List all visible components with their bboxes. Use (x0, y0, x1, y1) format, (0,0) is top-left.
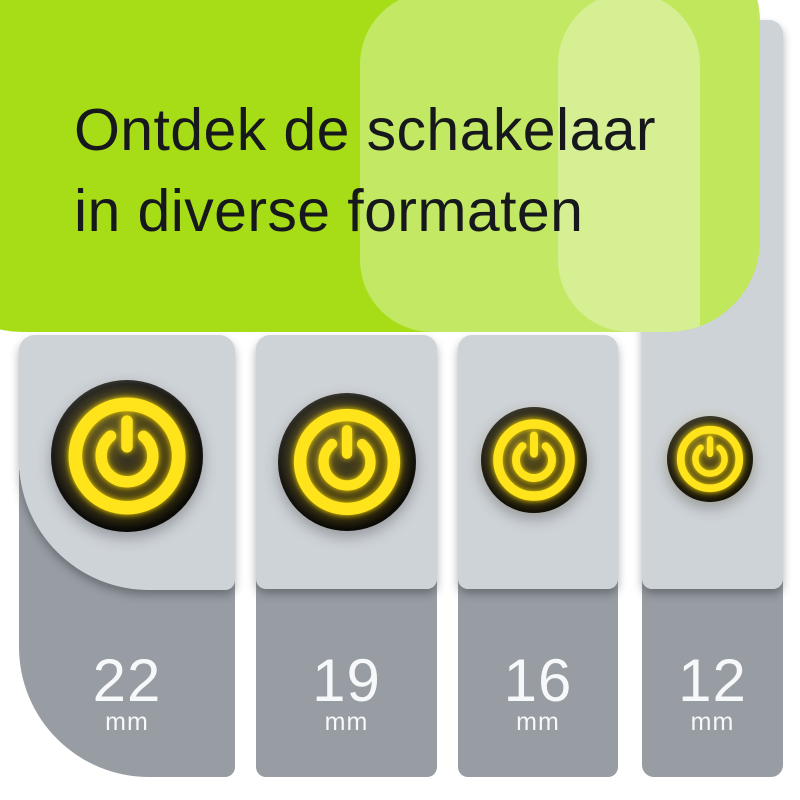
size-value: 22 (92, 647, 162, 714)
power-icon (493, 419, 575, 501)
size-label-16mm: 16 mm (458, 647, 618, 736)
size-value: 16 (503, 647, 573, 714)
size-label-12mm: 12 mm (642, 647, 783, 736)
title-line-1: Ontdek de schakelaar (74, 97, 656, 163)
header-overlay-shape-2 (558, 0, 760, 332)
title-line-2: in diverse formaten (74, 178, 584, 244)
size-unit: mm (690, 708, 735, 736)
size-unit: mm (324, 708, 369, 736)
power-button-12mm-icon (667, 416, 753, 502)
size-label-19mm: 19 mm (256, 647, 437, 736)
size-value: 19 (312, 647, 381, 714)
size-tab-19mm (256, 560, 437, 777)
power-icon (676, 425, 744, 493)
power-button-19mm-icon (278, 393, 416, 531)
size-label-22mm: 22 mm (19, 647, 235, 736)
power-icon (68, 397, 186, 515)
size-tab-12mm (642, 560, 783, 777)
power-button-22mm-icon (51, 380, 203, 532)
page-title: Ontdek de schakelaar in diverse formaten (74, 90, 656, 252)
header-overlay-shape-1 (360, 0, 700, 332)
header-banner (0, 0, 760, 332)
size-unit: mm (105, 708, 149, 736)
power-button-16mm-icon (481, 407, 587, 513)
power-icon (293, 408, 401, 516)
size-value: 12 (678, 647, 747, 714)
size-unit: mm (516, 708, 560, 736)
size-tab-16mm (458, 560, 618, 777)
